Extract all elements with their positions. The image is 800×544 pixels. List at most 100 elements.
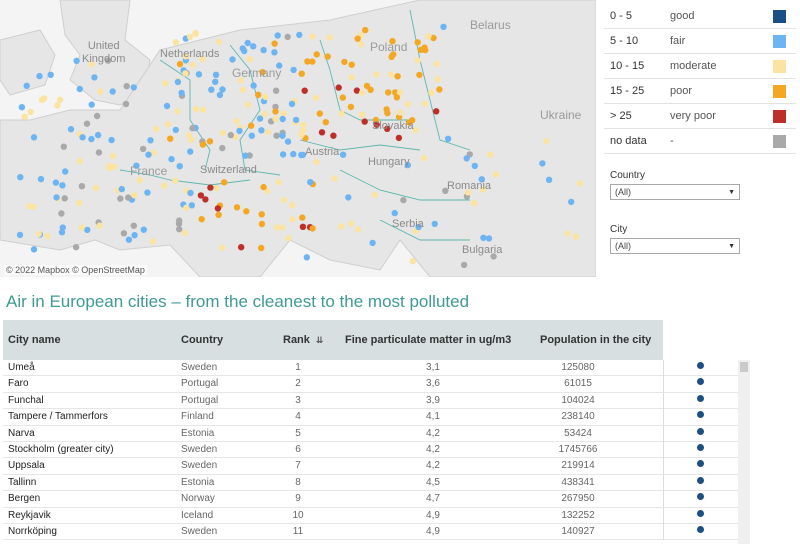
city-dot[interactable] (300, 121, 307, 129)
city-dot[interactable] (233, 204, 241, 211)
city-dot[interactable] (44, 232, 51, 240)
city-dot[interactable] (250, 43, 257, 50)
city-dot[interactable] (178, 89, 185, 97)
city-dot[interactable] (38, 96, 46, 104)
city-dot[interactable] (131, 192, 138, 199)
city-dot[interactable] (395, 134, 403, 142)
city-dot[interactable] (479, 186, 487, 193)
city-dots-layer[interactable] (16, 23, 584, 269)
status-dot[interactable] (697, 493, 704, 501)
city-dot[interactable] (212, 78, 219, 86)
city-dot[interactable] (471, 162, 478, 170)
city-dot[interactable] (176, 60, 184, 68)
city-dot[interactable] (260, 183, 267, 191)
city-dot[interactable] (161, 182, 168, 189)
city-dot[interactable] (492, 171, 500, 178)
city-dot[interactable] (307, 179, 314, 186)
city-dot[interactable] (174, 108, 181, 115)
city-dot[interactable] (198, 216, 205, 223)
city-dot[interactable] (244, 101, 252, 108)
table-row[interactable]: Uppsala Sweden 7 4,2 219914 (3, 458, 750, 475)
city-dot[interactable] (543, 137, 550, 145)
city-dot[interactable] (17, 174, 24, 181)
city-dot[interactable] (397, 109, 404, 116)
city-dot[interactable] (176, 226, 183, 233)
city-dot[interactable] (147, 137, 154, 144)
city-dot[interactable] (444, 135, 452, 142)
city-dot[interactable] (442, 187, 449, 194)
city-dot[interactable] (83, 120, 91, 127)
city-dot[interactable] (130, 84, 137, 91)
city-dot[interactable] (163, 102, 171, 110)
city-dot[interactable] (396, 89, 404, 96)
city-dot[interactable] (339, 151, 347, 158)
city-dot[interactable] (363, 82, 371, 90)
table-row[interactable]: Reykjavik Iceland 10 4,9 132252 (3, 507, 750, 524)
city-dot[interactable] (338, 110, 345, 117)
city-dot[interactable] (206, 138, 214, 145)
city-dot[interactable] (239, 86, 247, 94)
city-dot[interactable] (289, 216, 296, 223)
city-dot[interactable] (136, 177, 143, 184)
city-dot[interactable] (59, 224, 66, 231)
table-row[interactable]: Bergen Norway 9 4,7 267950 (3, 491, 750, 508)
city-dot[interactable] (425, 32, 432, 40)
status-dot[interactable] (697, 411, 704, 419)
city-dot[interactable] (404, 101, 411, 108)
header-pm[interactable]: Fine particulate matter in ug/m3 (345, 334, 512, 346)
city-dot[interactable] (258, 211, 265, 218)
table-row[interactable]: Faro Portugal 2 3,6 61015 (3, 376, 750, 393)
city-dot[interactable] (348, 74, 355, 81)
legend-row-fair[interactable]: 5 - 10 fair (604, 29, 796, 54)
city-dot[interactable] (172, 177, 179, 184)
city-dot[interactable] (219, 86, 226, 93)
city-dot[interactable] (362, 26, 369, 34)
city-dot[interactable] (93, 112, 101, 120)
city-dot[interactable] (139, 145, 147, 153)
city-dot[interactable] (47, 71, 54, 79)
city-dot[interactable] (189, 61, 196, 68)
city-dot[interactable] (168, 155, 175, 163)
table-row[interactable]: Stockholm (greater city) Sweden 6 4,2 174576… (3, 441, 750, 459)
city-dot[interactable] (84, 226, 91, 234)
city-dot[interactable] (326, 34, 333, 41)
city-dot[interactable] (404, 161, 411, 169)
city-dot[interactable] (187, 148, 194, 155)
city-dot[interactable] (78, 183, 86, 190)
city-dot[interactable] (237, 77, 244, 84)
city-dot[interactable] (61, 168, 69, 175)
city-dot[interactable] (309, 225, 316, 232)
city-dot[interactable] (247, 122, 255, 129)
city-dot[interactable] (373, 71, 380, 78)
city-dot[interactable] (259, 69, 266, 76)
city-dot[interactable] (144, 189, 151, 196)
city-dot[interactable] (299, 214, 306, 221)
city-dot[interactable] (30, 203, 37, 210)
city-dot[interactable] (392, 89, 399, 96)
city-dot[interactable] (96, 222, 103, 229)
city-dot[interactable] (371, 191, 378, 199)
table-row[interactable]: Tallinn Estonia 8 4,5 438341 (3, 474, 750, 492)
city-dot[interactable] (261, 110, 268, 118)
city-dot[interactable] (109, 152, 117, 160)
city-dot[interactable] (290, 66, 297, 74)
city-dot[interactable] (288, 100, 296, 108)
city-dot[interactable] (384, 125, 391, 132)
city-dot[interactable] (37, 175, 45, 183)
legend-row-very-poor[interactable]: > 25 very poor (604, 104, 796, 129)
city-dot[interactable] (212, 71, 220, 79)
map-canvas[interactable] (0, 0, 596, 277)
city-dot[interactable] (430, 34, 437, 42)
city-dot[interactable] (339, 94, 346, 101)
chevron-down-icon[interactable]: ▼ (728, 242, 735, 250)
city-dot[interactable] (208, 86, 215, 93)
city-dot[interactable] (16, 231, 24, 239)
city-dot[interactable] (414, 57, 421, 64)
city-dot[interactable] (304, 58, 311, 65)
status-dot[interactable] (697, 443, 704, 451)
city-dot[interactable] (290, 150, 297, 158)
city-dot[interactable] (272, 108, 279, 115)
city-dot[interactable] (149, 238, 157, 245)
chevron-down-icon[interactable]: ▼ (728, 188, 735, 196)
city-dot[interactable] (219, 144, 226, 152)
